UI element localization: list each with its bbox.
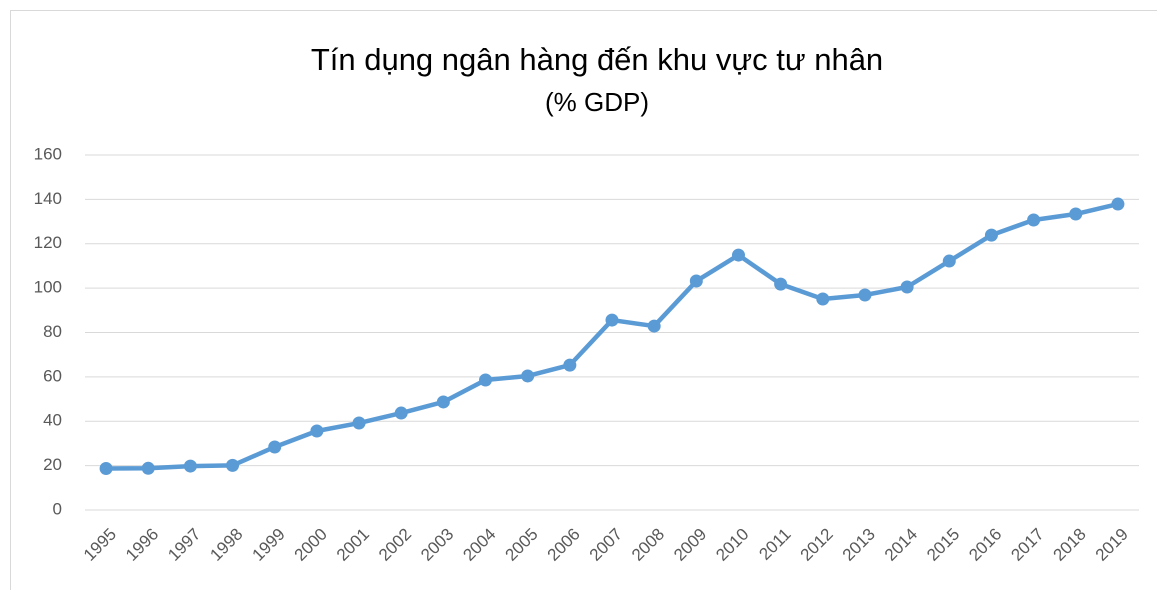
x-tick-label: 1998 bbox=[206, 525, 246, 565]
x-tick-label: 2001 bbox=[333, 525, 373, 565]
x-tick-label: 2014 bbox=[881, 525, 921, 565]
x-tick-label: 1996 bbox=[122, 525, 162, 565]
point bbox=[942, 254, 956, 268]
x-tick-label: 2003 bbox=[417, 525, 457, 565]
point bbox=[99, 462, 113, 476]
point bbox=[563, 358, 577, 372]
x-tick-label: 1999 bbox=[249, 525, 289, 565]
x-tick-label: 2010 bbox=[712, 525, 752, 565]
point bbox=[479, 373, 493, 387]
x-tick-label: 2008 bbox=[628, 525, 668, 565]
point bbox=[731, 248, 745, 262]
y-tick-label: 20 bbox=[43, 455, 62, 474]
y-tick-label: 140 bbox=[34, 189, 62, 208]
chart-title: Tín dụng ngân hàng đến khu vực tư nhân bbox=[311, 42, 883, 77]
x-tick-label: 2006 bbox=[544, 525, 584, 565]
x-tick-label: 1997 bbox=[164, 525, 204, 565]
point bbox=[141, 461, 155, 475]
x-tick-label: 2019 bbox=[1092, 525, 1132, 565]
point bbox=[774, 277, 788, 291]
point bbox=[605, 313, 619, 327]
x-tick-label: 2002 bbox=[375, 525, 415, 565]
point bbox=[310, 424, 324, 438]
point bbox=[1027, 213, 1041, 227]
point bbox=[352, 416, 366, 430]
point bbox=[1069, 207, 1083, 221]
y-tick-label: 0 bbox=[53, 499, 62, 518]
x-tick-label: 2005 bbox=[501, 525, 541, 565]
y-tick-label: 40 bbox=[43, 411, 62, 430]
x-tick-label: 2011 bbox=[755, 525, 794, 564]
point bbox=[858, 288, 872, 302]
y-tick-label: 80 bbox=[43, 322, 62, 341]
x-tick-label: 2004 bbox=[459, 525, 499, 565]
point bbox=[183, 459, 197, 473]
point bbox=[394, 406, 408, 420]
chart-subtitle: (% GDP) bbox=[545, 87, 649, 117]
x-tick-label: 2012 bbox=[797, 525, 837, 565]
y-tick-label: 100 bbox=[34, 278, 62, 297]
point bbox=[268, 440, 282, 454]
x-tick-label: 2016 bbox=[965, 525, 1005, 565]
point bbox=[1111, 197, 1125, 211]
x-tick-label: 1995 bbox=[80, 525, 120, 565]
point bbox=[816, 292, 830, 306]
x-tick-label: 2013 bbox=[839, 525, 879, 565]
x-tick-label: 2018 bbox=[1050, 525, 1090, 565]
point bbox=[226, 458, 240, 472]
point bbox=[521, 369, 535, 383]
x-tick-label: 2015 bbox=[923, 525, 963, 565]
point bbox=[436, 395, 450, 409]
x-tick-label: 2000 bbox=[291, 525, 331, 565]
y-tick-label: 120 bbox=[34, 233, 62, 252]
point bbox=[984, 228, 998, 242]
x-tick-label: 2009 bbox=[670, 525, 710, 565]
y-tick-label: 160 bbox=[34, 144, 62, 163]
x-tick-label: 2017 bbox=[1007, 525, 1047, 565]
x-tick-label: 2007 bbox=[586, 525, 626, 565]
point bbox=[689, 274, 703, 288]
point bbox=[900, 280, 914, 294]
point bbox=[647, 319, 661, 333]
y-tick-label: 60 bbox=[43, 366, 62, 385]
chart-border bbox=[10, 10, 1157, 590]
